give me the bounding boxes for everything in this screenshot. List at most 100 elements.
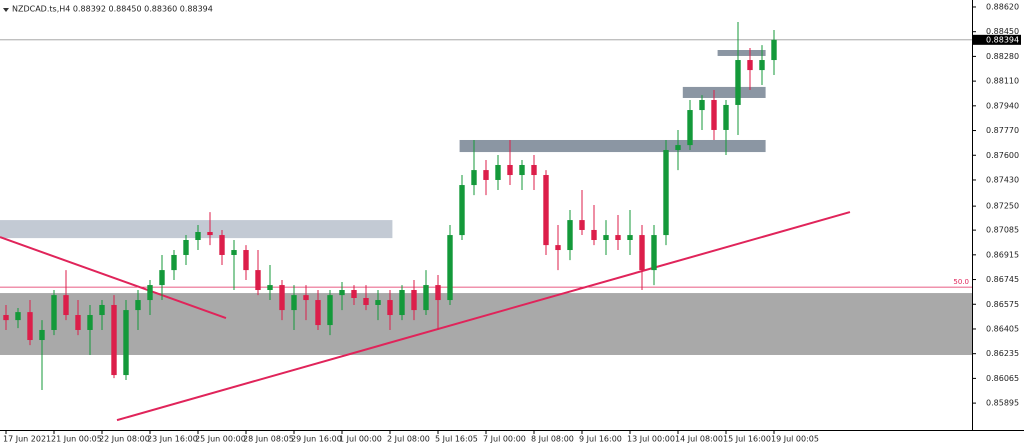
x-tick-label: 14 Jul 08:00: [675, 435, 723, 444]
x-tick-label: 21 Jun 00:05: [51, 435, 102, 444]
zones: [0, 50, 972, 355]
x-tick-label: 9 Jul 16:00: [579, 435, 622, 444]
candle-body: [3, 315, 9, 321]
x-tick-label: 17 Jun 2021: [3, 435, 51, 444]
candle-body: [195, 232, 201, 241]
candle-body: [471, 170, 477, 186]
y-tick-label: 0.86745: [986, 275, 1019, 284]
zone: [0, 220, 393, 239]
candle-body: [687, 110, 693, 146]
candle-body: [627, 235, 633, 241]
candle-body: [615, 235, 621, 241]
candle-body: [555, 245, 561, 251]
candle-body: [315, 300, 321, 326]
candle-body: [255, 270, 261, 291]
candle-body: [591, 229, 597, 241]
candle-body: [363, 298, 369, 305]
candle-body: [459, 185, 465, 236]
y-tick-label: 0.87770: [986, 126, 1019, 135]
candle-body: [399, 290, 405, 316]
candle-body: [159, 270, 165, 286]
y-tick-label: 0.87430: [986, 175, 1019, 184]
candle-body: [435, 285, 441, 301]
candle-body: [375, 300, 381, 305]
candle-body: [387, 300, 393, 316]
y-tick-label: 0.86915: [986, 250, 1019, 259]
candle-body: [111, 304, 117, 376]
x-tick-label: 28 Jun 08:05: [243, 435, 294, 444]
level-label: 50.0: [953, 278, 969, 286]
y-tick-label: 0.87250: [986, 202, 1019, 211]
y-tick-label: 0.88620: [986, 2, 1019, 11]
candle-body: [495, 164, 501, 180]
candles: [3, 21, 777, 391]
candle-body: [231, 250, 237, 255]
candle-body: [39, 329, 45, 341]
candle-body: [303, 295, 309, 301]
candle-body: [279, 285, 285, 311]
candle-body: [123, 310, 129, 376]
candle-body: [735, 60, 741, 105]
candle-body: [207, 232, 213, 236]
x-tick-label: 22 Jun 08:00: [99, 435, 150, 444]
candle-body: [135, 300, 141, 311]
y-tick-label: 0.87085: [986, 226, 1019, 235]
x-tick-label: 13 Jul 00:00: [627, 435, 675, 444]
y-tick-label: 0.88280: [986, 52, 1019, 61]
y-tick-label: 0.86575: [986, 300, 1019, 309]
trend-line: [116, 211, 851, 422]
candle-body: [603, 235, 609, 241]
x-tick-label: 8 Jul 08:00: [531, 435, 574, 444]
zone: [717, 50, 766, 56]
y-tick-label: 0.87940: [986, 101, 1019, 110]
candle-body: [411, 290, 417, 311]
zone: [682, 86, 766, 98]
x-tick-label: 5 Jul 16:05: [435, 435, 478, 444]
candle-body: [711, 100, 717, 130]
x-tick-label: 23 Jun 16:00: [147, 435, 198, 444]
chart-info: NZDCAD.ts,H4 0.88392 0.88450 0.88360 0.8…: [12, 5, 213, 14]
zone: [0, 293, 972, 355]
candle-body: [51, 295, 57, 330]
candle-body: [339, 290, 345, 296]
candle-body: [183, 240, 189, 255]
candle-body: [699, 100, 705, 111]
candle-body: [63, 295, 69, 316]
candle-body: [447, 235, 453, 301]
y-tick-label: 0.86405: [986, 324, 1019, 333]
candle-body: [75, 315, 81, 330]
candle-body: [507, 164, 513, 176]
price-tag: [973, 34, 1021, 45]
x-tick-label: 2 Jul 08:00: [387, 435, 430, 444]
candle-body: [243, 250, 249, 271]
candle-body: [759, 60, 765, 71]
candle-body: [531, 164, 537, 176]
candle-body: [651, 235, 657, 271]
zone: [459, 139, 766, 153]
candle-body: [567, 220, 573, 251]
candle-body: [723, 104, 729, 130]
candle-body: [519, 164, 525, 176]
x-tick-label: 15 Jul 16:00: [723, 435, 771, 444]
x-tick-label: 7 Jul 00:00: [483, 435, 526, 444]
candle-body: [483, 170, 489, 180]
candle-body: [15, 312, 21, 321]
y-tick-label: 0.85895: [986, 399, 1019, 408]
candle-body: [579, 220, 585, 230]
x-tick-label: 1 Jul 00:00: [339, 435, 382, 444]
trend-line: [0, 236, 227, 320]
candle-body: [747, 60, 753, 71]
menu-arrow[interactable]: [3, 8, 9, 12]
candle-body: [351, 290, 357, 299]
y-tick-label: 0.86065: [986, 374, 1019, 383]
candle-body: [327, 295, 333, 326]
y-tick-label: 0.86235: [986, 349, 1019, 358]
candle-body: [639, 235, 645, 271]
candle-body: [423, 285, 429, 311]
y-tick-label: 0.88110: [986, 77, 1019, 86]
candle-body: [171, 254, 177, 271]
candle-body: [219, 235, 225, 255]
x-tick-label: 29 Jun 16:00: [291, 435, 342, 444]
